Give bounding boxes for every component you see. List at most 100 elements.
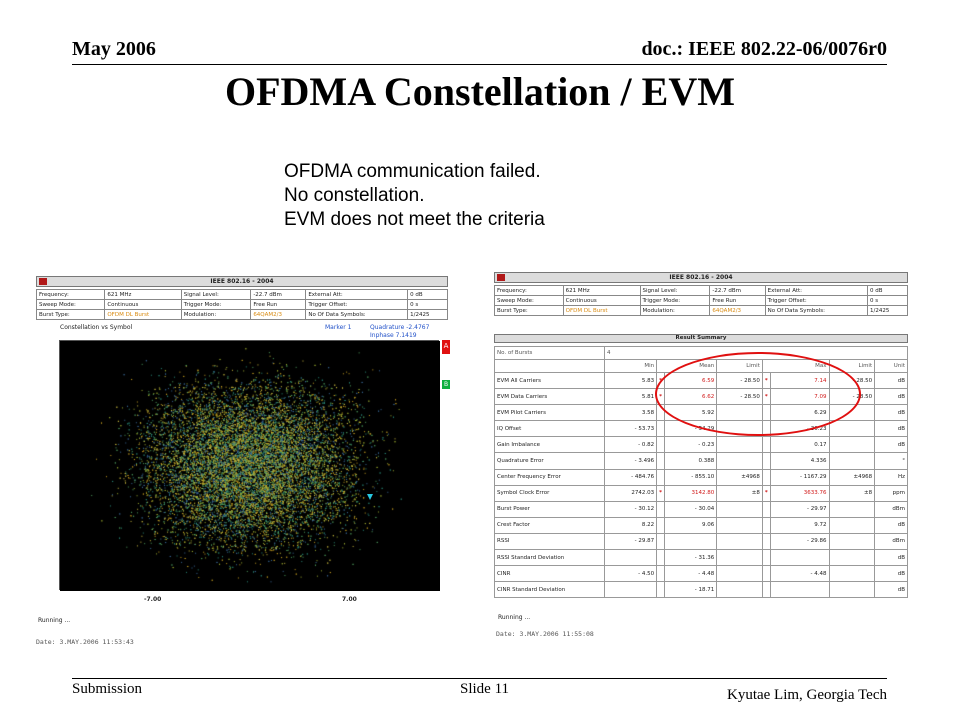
mean-limit [716, 565, 763, 583]
max-fail-marker [762, 549, 771, 567]
min-value: - 29.87 [603, 532, 658, 551]
min-value: - 3.496 [603, 452, 658, 470]
marker-a-icon: A [442, 340, 450, 354]
notes-block: OFDMA communication failed. No constella… [284, 160, 545, 232]
row-label: Burst Power [494, 500, 605, 518]
min-value: - 30.12 [603, 500, 658, 518]
unit: ° [874, 452, 908, 470]
param-value: -22.7 dBm [250, 289, 307, 300]
unit: Hz [874, 468, 908, 486]
min-value: 3.58 [603, 404, 658, 422]
bursts-label: No. of Bursts [494, 346, 605, 360]
footer-divider [72, 678, 887, 679]
result-row: Crest Factor 8.22 9.06 9.72 dB [494, 516, 908, 534]
mean-value: - 4.48 [664, 565, 718, 583]
param-label: External Att: [764, 285, 868, 296]
result-row: Center Frequency Error - 484.76- 855.10 ±4… [494, 468, 908, 486]
result-row: Symbol Clock Error 2742.03 * 3142.80 ±8 * 3633… [494, 484, 908, 502]
row-label: EVM Data Carriers [494, 388, 605, 406]
param-value: 1/2425 [407, 309, 448, 320]
max-value: 3633.76 [769, 484, 830, 502]
running-status: Running ... [38, 617, 71, 624]
max-limit [828, 581, 876, 599]
params-table: Frequency: 621 MHz Signal Level: -22.7 d… [35, 289, 448, 320]
mean-value: - 855.10 [664, 468, 718, 486]
row-label: Quadrature Error [494, 452, 605, 470]
min-value: - 4.50 [603, 565, 658, 583]
mean-fail-marker [656, 468, 665, 486]
max-fail-marker [762, 516, 771, 534]
max-fail-marker: * [762, 484, 771, 502]
max-fail-marker [762, 452, 771, 470]
mean-fail-marker [656, 500, 665, 518]
row-label: IQ Offset [494, 420, 605, 438]
mean-fail-marker [656, 452, 665, 470]
param-label: Sweep Mode: [35, 299, 106, 310]
param-value: 64QAM2/3 [709, 305, 766, 316]
min-value: - 0.82 [603, 436, 658, 454]
constellation-screenshot: IEEE 802.16 - 2004 Frequency: 621 MHz Si… [32, 272, 457, 652]
unit: dB [874, 565, 908, 583]
max-limit: ±4968 [828, 468, 876, 486]
max-limit [828, 436, 876, 454]
marker-b-icon: B [442, 380, 450, 389]
running-status: Running ... [498, 614, 531, 621]
max-value: - 1167.29 [769, 468, 830, 486]
status-square-icon [497, 274, 505, 281]
marker-quadrature: Quadrature -2.4767 [370, 324, 430, 331]
param-label: No Of Data Symbols: [764, 305, 868, 316]
marker-triangle-icon [367, 494, 373, 500]
mean-value: 3142.80 [664, 484, 718, 502]
min-value [603, 549, 658, 567]
max-limit [828, 452, 876, 470]
param-label: Sweep Mode: [494, 295, 564, 306]
max-limit: ±8 [828, 484, 876, 502]
min-value: - 53.73 [603, 420, 658, 438]
x-axis-min: -7.00 [144, 596, 162, 603]
param-label: Burst Type: [494, 305, 564, 316]
screenshot-date: Date: 3.MAY.2006 11:53:43 [36, 638, 134, 646]
max-value: - 29.86 [769, 532, 830, 551]
mean-value: 0.388 [664, 452, 718, 470]
min-value: 5.83 [603, 371, 658, 390]
param-value: 621 MHz [562, 285, 641, 296]
max-fail-marker [762, 468, 771, 486]
marker-overlay [367, 494, 373, 500]
param-label: Modulation: [639, 305, 711, 316]
max-fail-marker [762, 565, 771, 583]
param-label: Signal Level: [180, 289, 252, 300]
column-header-blank [494, 359, 605, 373]
result-row: Gain Imbalance - 0.82 - 0.23 0.17 dB [494, 436, 908, 454]
column-header: Unit [874, 359, 908, 373]
standard-label: IEEE 802.16 - 2004 [669, 274, 733, 281]
param-value: Continuous [104, 299, 182, 310]
footer-slide-number: Slide 11 [460, 681, 510, 697]
note-line: OFDMA communication failed. [284, 161, 541, 182]
param-value: OFDM DL Burst [104, 309, 182, 320]
unit: dBm [874, 500, 908, 518]
max-value: 0.17 [769, 436, 830, 454]
status-square-icon [39, 278, 47, 285]
footer-submission: Submission [72, 681, 143, 697]
row-label: EVM Pilot Carriers [494, 404, 605, 422]
marker-inphase: Inphase 7.1419 [370, 332, 417, 339]
max-value: - 4.48 [769, 565, 830, 583]
marker-label: Marker 1 [325, 324, 352, 331]
unit: dB [874, 404, 908, 422]
row-label: Center Frequency Error [494, 468, 605, 486]
param-label: Modulation: [180, 309, 252, 320]
param-label: Frequency: [494, 285, 564, 296]
max-value: 4.336 [769, 452, 830, 470]
param-value: 0 dB [866, 285, 909, 296]
param-value: 0 dB [407, 289, 448, 300]
row-label: Crest Factor [494, 516, 605, 534]
slide-title: OFDMA Constellation / EVM [225, 69, 735, 114]
param-label: External Att: [305, 289, 409, 300]
header-doc-id: doc.: IEEE 802.22-06/0076r0 [641, 38, 887, 60]
header-divider [72, 64, 887, 65]
mean-value: - 0.23 [664, 436, 718, 454]
param-label: Burst Type: [35, 309, 106, 320]
unit: dB [874, 420, 908, 438]
unit: dB [874, 549, 908, 567]
mean-limit [716, 500, 763, 518]
